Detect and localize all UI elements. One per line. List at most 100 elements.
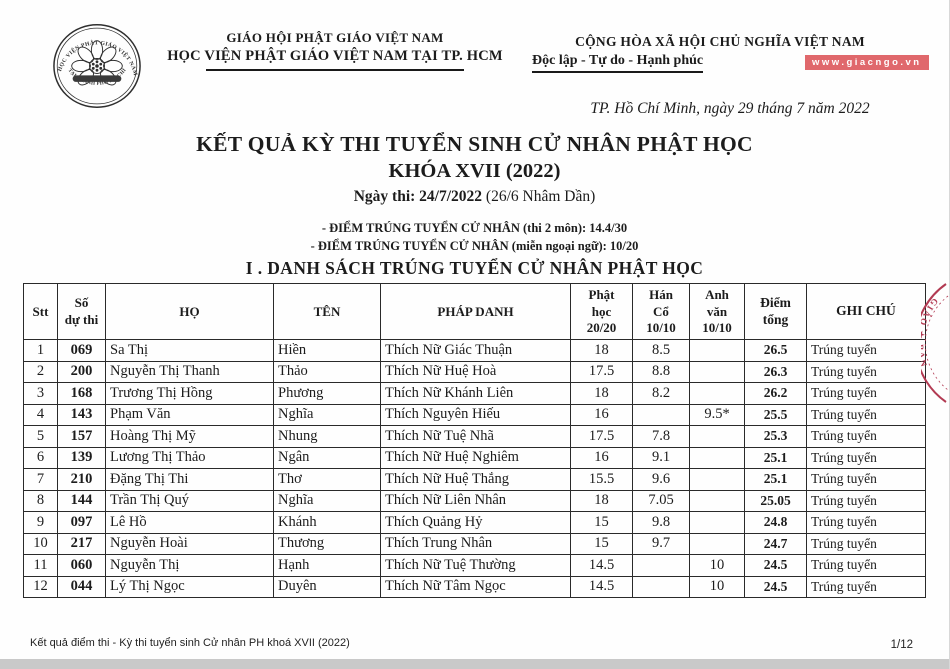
cell: 8.2: [632, 382, 690, 405]
cell: 10: [689, 554, 745, 577]
cell: 2: [23, 360, 58, 383]
cell: 18: [570, 489, 633, 512]
cell: Trần Thị Quý: [105, 489, 274, 512]
cell: Sa Thị: [105, 339, 274, 362]
pass-score-note-2: - ĐIỂM TRÚNG TUYỂN CỬ NHÂN (miễn ngoại n…: [310, 239, 639, 254]
cell: 14.5: [570, 554, 633, 577]
cell: 11: [23, 554, 58, 577]
cell: 060: [57, 554, 106, 577]
exam-date-bold: Ngày thi: 24/7/2022: [353, 188, 483, 205]
cell: 1: [23, 339, 58, 362]
cell: Thích Trung Nhân: [380, 532, 571, 555]
cell: 24.5: [744, 575, 807, 598]
cell: 069: [57, 339, 106, 362]
cell: [689, 425, 745, 448]
cell: [632, 575, 690, 598]
cell: Thích Nữ Huệ Thắng: [380, 468, 571, 491]
cell: [689, 468, 745, 491]
cell: 217: [57, 532, 106, 555]
table-row: 12 044 Lý Thị Ngọc Duyên Thích Nữ Tâm Ngọc 14…: [23, 575, 926, 598]
cell: 4: [23, 403, 58, 426]
cell: Đặng Thị Thi: [105, 468, 274, 491]
cell: Duyên: [273, 575, 381, 598]
cell: Trúng tuyển: [806, 554, 926, 577]
cell: 9.1: [632, 446, 690, 469]
cell: 16: [570, 446, 633, 469]
watermark-banner: www.giacngo.vn: [805, 55, 929, 70]
table-row: 5 157 Hoàng Thị Mỹ Nhung Thích Nữ Tuệ Nhã 17.…: [23, 425, 926, 448]
cell: Trúng tuyển: [806, 360, 926, 383]
cell: 210: [57, 468, 106, 491]
cell: 15: [570, 532, 633, 555]
cell: Thích Nữ Huệ Nghiêm: [380, 446, 571, 469]
table-row: 4 143 Phạm Văn Nghĩa Thích Nguyên Hiếu 16 9.5*…: [23, 403, 926, 426]
cell: Nghĩa: [273, 403, 381, 426]
cell: 9.8: [632, 511, 690, 534]
cell: Thích Nữ Huệ Hoà: [380, 360, 571, 383]
cell: Nhung: [273, 425, 381, 448]
cell: 25.05: [744, 489, 807, 512]
cell: 9: [23, 511, 58, 534]
cell: 24.8: [744, 511, 807, 534]
cell: Thích Nữ Liên Nhân: [380, 489, 571, 512]
table-row: 1 069 Sa Thị Hiền Thích Nữ Giác Thuận 18 8.5 26…: [23, 339, 926, 362]
col-header-so-du-thi: Số dự thi: [57, 283, 106, 340]
cell: Lương Thị Thảo: [105, 446, 274, 469]
cell: Trúng tuyển: [806, 489, 926, 512]
cell: Thích Nữ Tuệ Thường: [380, 554, 571, 577]
col-header-anh-van: Anh văn 10/10: [689, 283, 745, 340]
cell: 7.8: [632, 425, 690, 448]
cell: [689, 382, 745, 405]
cell: 157: [57, 425, 106, 448]
cell: 10: [689, 575, 745, 598]
place-date-line: TP. Hồ Chí Minh, ngày 29 tháng 7 năm 202…: [590, 100, 870, 117]
cell: [689, 532, 745, 555]
cell: 25.1: [744, 468, 807, 491]
cell: 25.3: [744, 425, 807, 448]
cell: Phạm Văn: [105, 403, 274, 426]
cell: 6: [23, 446, 58, 469]
cell: Thích Nữ Khánh Liên: [380, 382, 571, 405]
cell: 8: [23, 489, 58, 512]
cell: 200: [57, 360, 106, 383]
cell: 24.5: [744, 554, 807, 577]
lotus-emblem: [71, 40, 123, 86]
col-header-ho: HỌ: [105, 283, 274, 340]
cell: 26.2: [744, 382, 807, 405]
cell: 7.05: [632, 489, 690, 512]
cell: Thảo: [273, 360, 381, 383]
header-row: Stt Số dự thi HỌ TÊN PHÁP DANH Phật học …: [23, 283, 926, 340]
cell: Nguyễn Hoài: [105, 532, 274, 555]
cell: Hạnh: [273, 554, 381, 577]
cell: 9.7: [632, 532, 690, 555]
table-row: 9 097 Lê Hồ Khánh Thích Quảng Hỷ 15 9.8 24.8 Trú…: [23, 511, 926, 534]
national-motto: Độc lập - Tự do - Hạnh phúc: [532, 53, 704, 73]
pass-score-notes: - ĐIỂM TRÚNG TUYỂN CỬ NHÂN (thi 2 môn): …: [0, 219, 949, 255]
org-name: HỌC VIỆN PHẬT GIÁO VIỆT NAM TẠI TP. HCM: [167, 48, 503, 64]
cell: 143: [57, 403, 106, 426]
cell: Trúng tuyển: [806, 532, 926, 555]
cell: 168: [57, 382, 106, 405]
document-title-line1: KẾT QUẢ KỲ THI TUYỂN SINH CỬ NHÂN PHẬT H…: [196, 132, 753, 156]
table-row: 11 060 Nguyễn Thị Hạnh Thích Nữ Tuệ Thường 14…: [23, 554, 926, 577]
national-motto-block: CỘNG HÒA XÃ HỘI CHỦ NGHĨA VIỆT NAM Độc l…: [520, 34, 929, 73]
cell: Trúng tuyển: [806, 575, 926, 598]
org-parent-name: GIÁO HỘI PHẬT GIÁO VIỆT NAM: [226, 30, 444, 45]
cell: 10: [23, 532, 58, 555]
cell: [689, 339, 745, 362]
cell: Thương: [273, 532, 381, 555]
cell: Trương Thị Hồng: [105, 382, 274, 405]
col-header-phat-hoc: Phật học 20/20: [570, 283, 633, 340]
cell: [689, 489, 745, 512]
results-table-header: Stt Số dự thi HỌ TÊN PHÁP DANH Phật học …: [23, 283, 926, 340]
cell: 25.1: [744, 446, 807, 469]
cell: [689, 360, 745, 383]
col-header-ten: TÊN: [273, 283, 381, 340]
col-header-phap-danh: PHÁP DANH: [380, 283, 571, 340]
cell: Trúng tuyển: [806, 446, 926, 469]
cell: 14.5: [570, 575, 633, 598]
cell: 5: [23, 425, 58, 448]
cell: Nghĩa: [273, 489, 381, 512]
cell: [689, 446, 745, 469]
cell: 9.5*: [689, 403, 745, 426]
